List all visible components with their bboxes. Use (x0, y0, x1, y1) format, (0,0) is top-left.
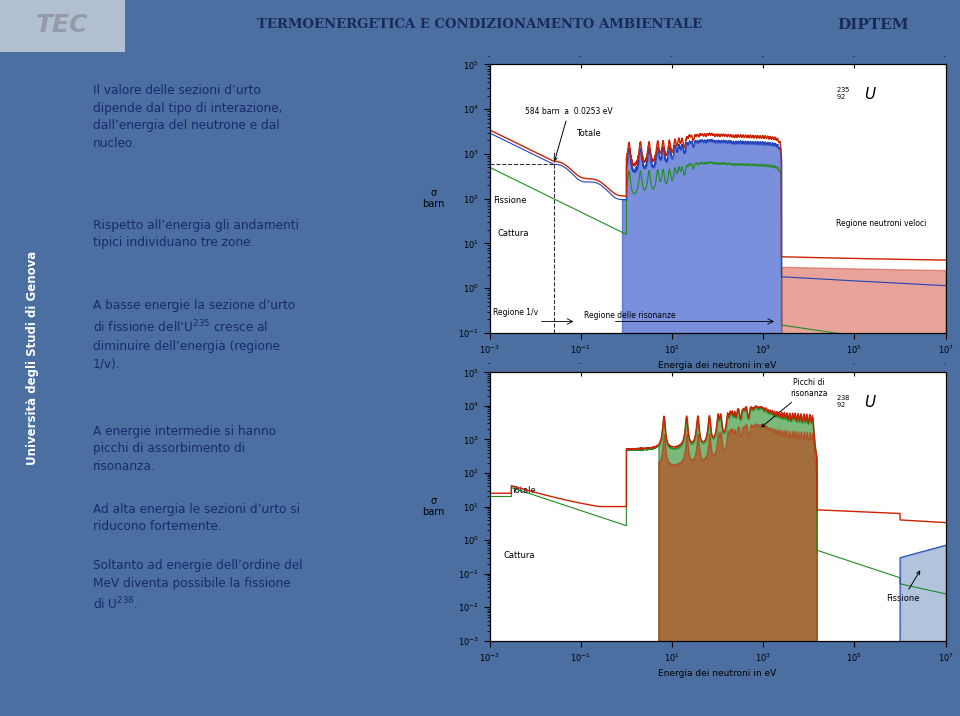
Text: A energie intermedie si hanno
picchi di assorbimento di
risonanza.: A energie intermedie si hanno picchi di … (93, 425, 276, 473)
Text: Cattura: Cattura (503, 551, 535, 560)
Text: $U$: $U$ (864, 87, 876, 102)
X-axis label: Energia dei neutroni in eV: Energia dei neutroni in eV (659, 362, 777, 370)
Text: Fissione: Fissione (886, 571, 920, 604)
Y-axis label: σ
barn: σ barn (422, 188, 444, 210)
Text: A basse energie la sezione d’urto
di fissione dell’U$^{235}$ cresce al
diminuire: A basse energie la sezione d’urto di fis… (93, 299, 295, 370)
Text: Cattura: Cattura (497, 228, 529, 238)
Y-axis label: σ
barn: σ barn (422, 495, 444, 518)
Text: Regione 1/v: Regione 1/v (493, 308, 539, 317)
Text: Fissione: Fissione (493, 196, 527, 205)
Text: $^{235}_{92}$: $^{235}_{92}$ (836, 85, 851, 102)
Text: Soltanto ad energie dell’ordine del
MeV diventa possibile la fissione
di U$^{238: Soltanto ad energie dell’ordine del MeV … (93, 559, 302, 613)
Text: Totale: Totale (576, 129, 601, 138)
Text: $^{238}_{92}$: $^{238}_{92}$ (836, 393, 851, 410)
Text: Picchi di
risonanza: Picchi di risonanza (762, 378, 828, 427)
Text: Regione neutroni veloci: Regione neutroni veloci (836, 218, 926, 228)
Text: Il valore delle sezioni d’urto
dipende dal tipo di interazione,
dall’energia del: Il valore delle sezioni d’urto dipende d… (93, 84, 282, 150)
Text: Regione delle risonanze: Regione delle risonanze (585, 311, 676, 319)
Text: Rispetto all’energia gli andamenti
tipici individuano tre zone.: Rispetto all’energia gli andamenti tipic… (93, 218, 299, 249)
Text: Ad alta energia le sezioni d’urto si
riducono fortemente.: Ad alta energia le sezioni d’urto si rid… (93, 503, 300, 533)
Text: Totale: Totale (512, 486, 536, 495)
Text: Università degli Studi di Genova: Università degli Studi di Genova (26, 251, 39, 465)
X-axis label: Energia dei neutroni in eV: Energia dei neutroni in eV (659, 669, 777, 678)
Text: TEC: TEC (36, 13, 88, 37)
Text: 584 barn  a  0.0253 eV: 584 barn a 0.0253 eV (525, 107, 612, 160)
Text: $U$: $U$ (864, 395, 876, 410)
Bar (0, 0, 125, 52)
Text: TERMOENERGETICA E CONDIZIONAMENTO AMBIENTALE: TERMOENERGETICA E CONDIZIONAMENTO AMBIEN… (257, 18, 703, 32)
Text: DIPTEM: DIPTEM (838, 18, 909, 32)
